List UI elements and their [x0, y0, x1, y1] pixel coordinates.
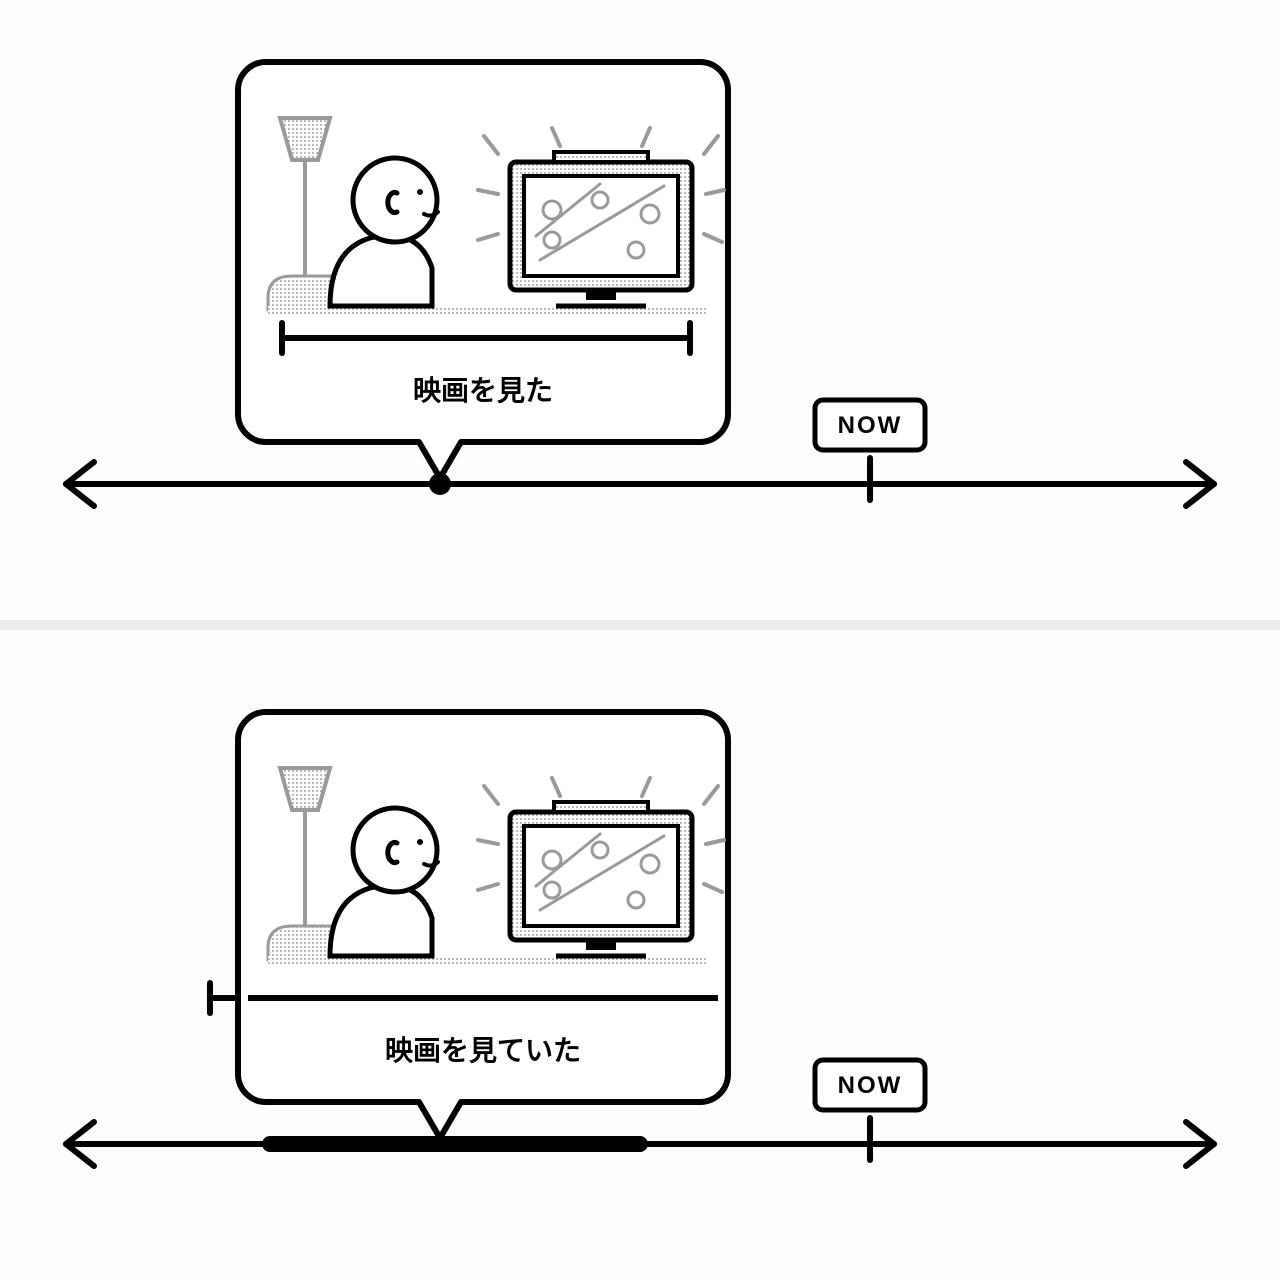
caption: 映画を見ていた	[385, 1035, 581, 1066]
panel-past-simple: NOW 映画を見た	[0, 0, 1280, 620]
now-label: NOW	[838, 412, 903, 439]
caption: 映画を見た	[413, 375, 553, 406]
illustration-bubble: 映画を見ていた	[238, 712, 728, 1138]
panel-divider	[0, 620, 1280, 630]
illustration-bubble: 映画を見た	[238, 62, 728, 478]
now-label: NOW	[838, 1072, 903, 1099]
timeline	[66, 462, 1214, 506]
panel-past-progressive: NOW 映画を見ていた	[0, 630, 1280, 1280]
